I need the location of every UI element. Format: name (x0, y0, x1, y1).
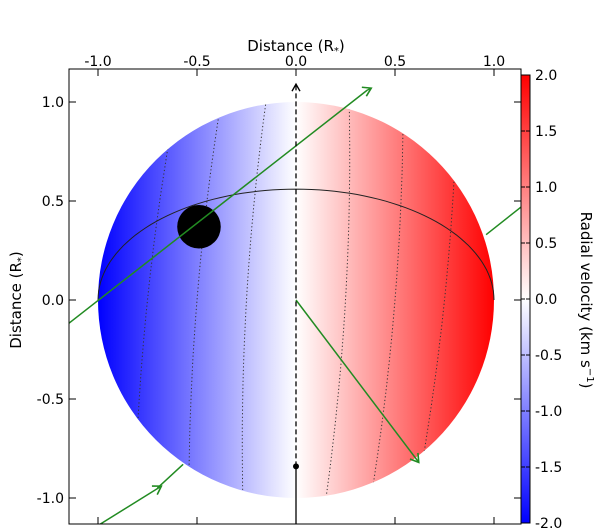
colorbar-tick-label: -1.0 (535, 404, 562, 420)
colorbar-tick-label: -2.0 (535, 516, 562, 532)
stellar-pole-dot (293, 463, 299, 470)
y-tick-label: 1.0 (42, 95, 64, 111)
velocity-contour (324, 102, 351, 498)
colorbar-tick-label: -0.5 (535, 348, 562, 364)
orbit-line-right-segment (485, 206, 521, 236)
orbit-line (69, 89, 368, 325)
x-tick-label: 0.5 (384, 54, 406, 70)
colorbar-tick-label: 0.0 (535, 292, 557, 308)
y-tick-label: 0.0 (42, 293, 64, 309)
colorbar-tick-label: 1.0 (535, 180, 557, 196)
y-tick-label: -1.0 (37, 491, 64, 507)
colorbar-tick-label: 2.0 (535, 68, 557, 84)
colorbar-label: Radial velocity (km s−1) (577, 212, 595, 389)
x-tick-labels: -1.0 -0.5 0.0 0.5 1.0 (84, 54, 505, 70)
y-tick-label: -0.5 (37, 392, 64, 408)
transit-chord (97, 188, 495, 301)
x-tick-label: 0.0 (285, 54, 307, 70)
x-tick-label: -1.0 (84, 54, 111, 70)
velocity-contour (188, 102, 224, 498)
orbit-direction-arrow-lower (99, 485, 163, 524)
velocity-contour (368, 102, 404, 498)
axis-ticks (69, 69, 521, 524)
x-top-axis-label: Distance (R*) (247, 37, 345, 57)
y-axis-label: Distance (R*) (7, 251, 27, 349)
orbit-normal-arrow (295, 299, 420, 464)
colorbar-tick-label: 0.5 (535, 236, 557, 252)
colorbar-tick-label: 1.5 (535, 124, 557, 140)
velocity-contour (241, 102, 268, 498)
x-tick-label: -0.5 (183, 54, 210, 70)
y-tick-label: 0.5 (42, 194, 64, 210)
orbit-direction-arrow-upper (361, 86, 373, 97)
x-tick-label: 1.0 (483, 54, 505, 70)
colorbar-tick-label: -1.5 (535, 460, 562, 476)
y-tick-labels: 1.0 0.5 0.0 -0.5 -1.0 (37, 95, 64, 507)
orbit-line-lower-segment (156, 463, 184, 489)
planet (177, 204, 221, 249)
colorbar-ticks: 2.0 1.5 1.0 0.5 0.0 -0.5 -1.0 -1.5 -2.0 (521, 68, 562, 532)
